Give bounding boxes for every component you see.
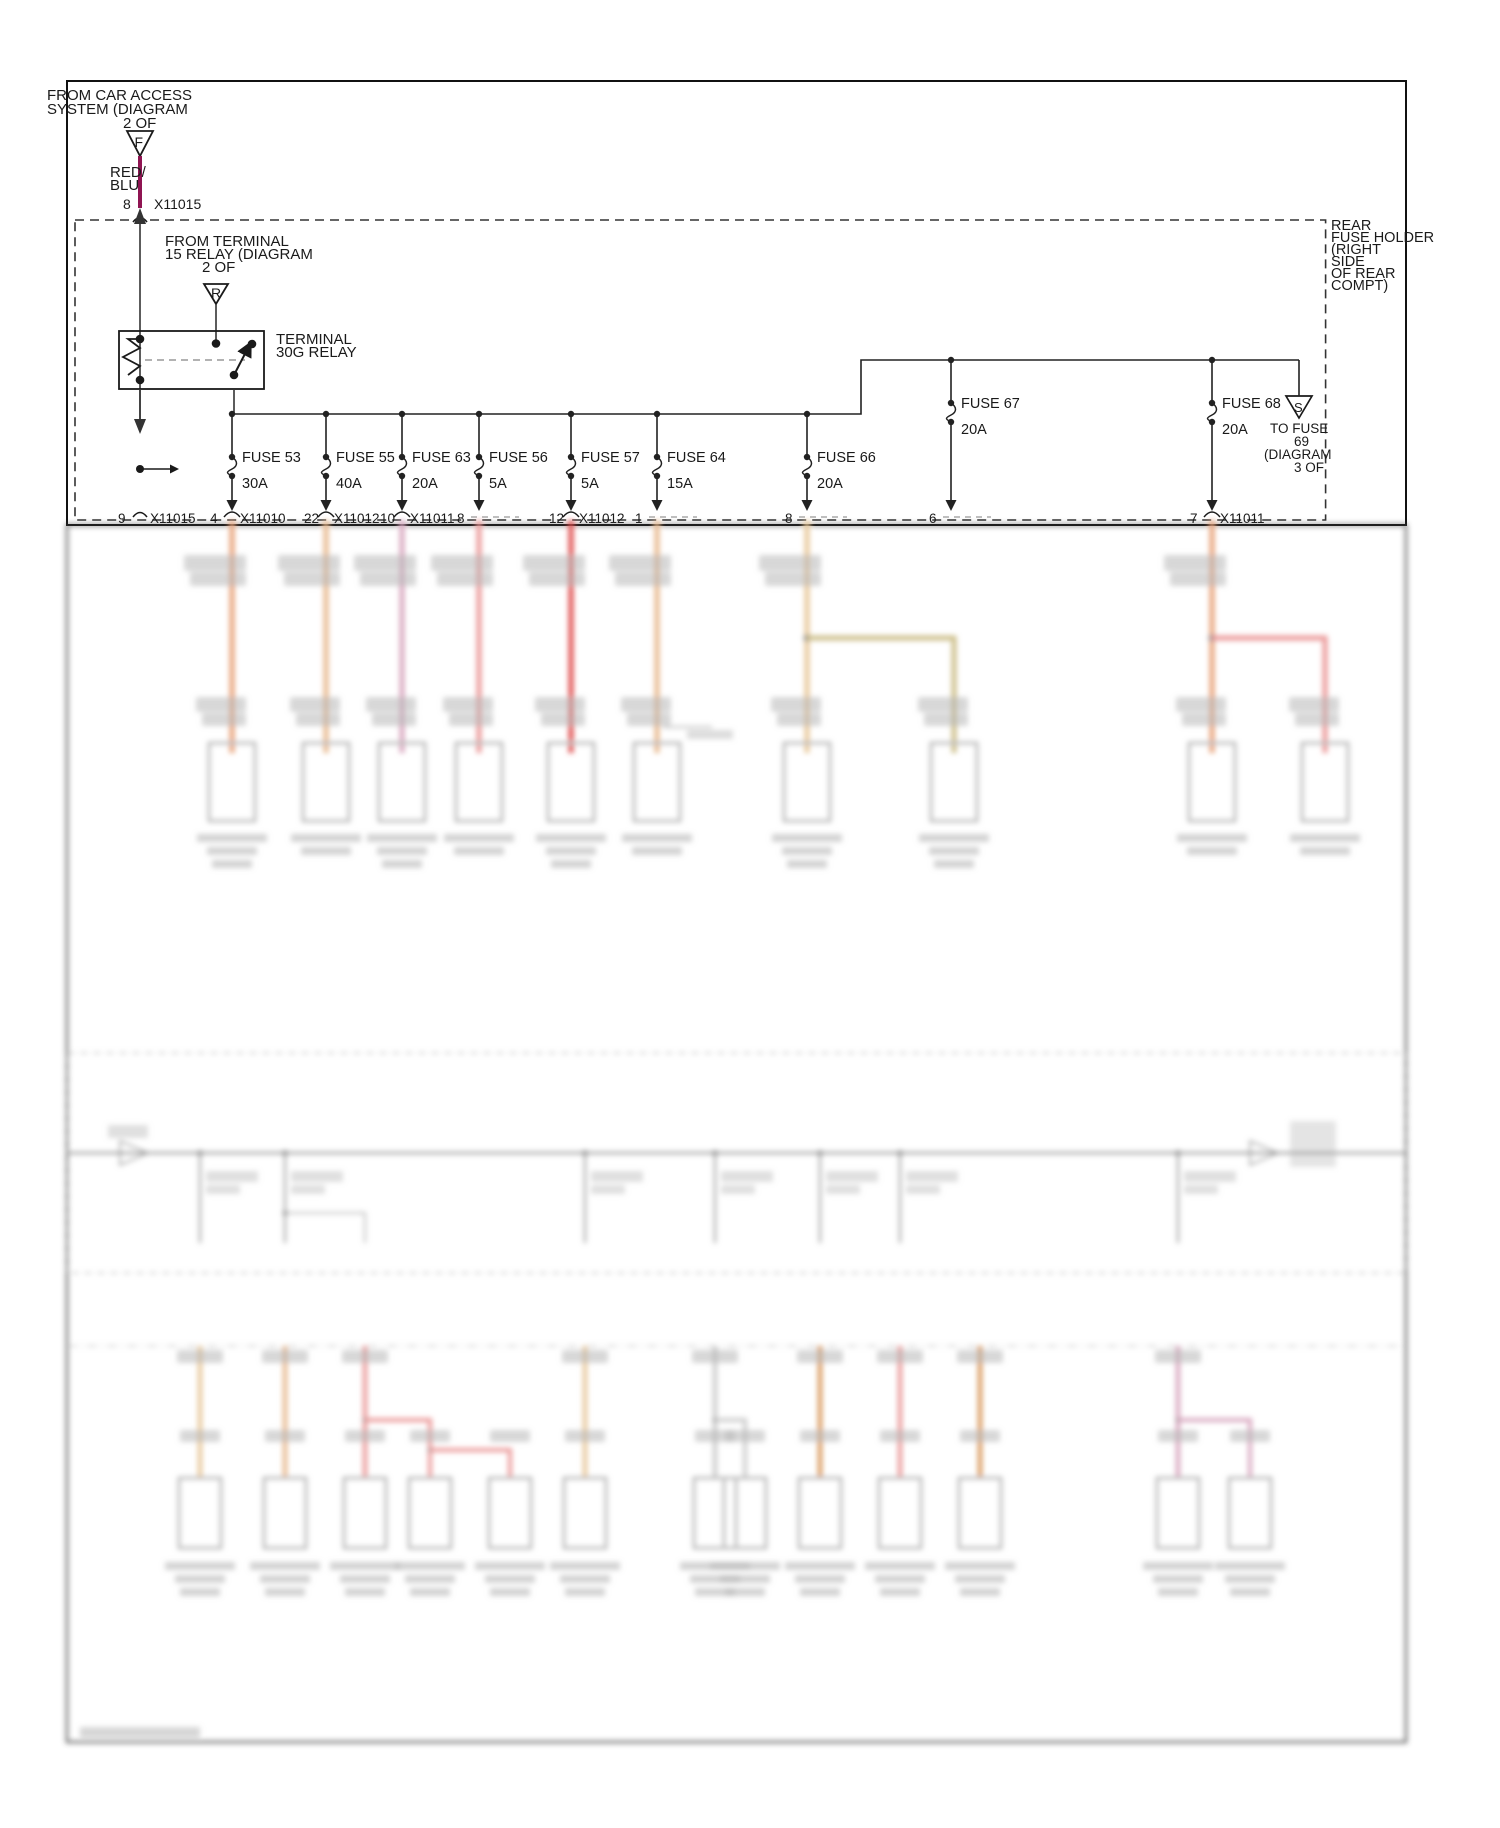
svg-text:R: R — [211, 285, 221, 301]
svg-text:X11012: X11012 — [334, 511, 380, 526]
svg-text:X11015: X11015 — [150, 511, 196, 526]
svg-text:5A: 5A — [581, 476, 599, 492]
svg-text:20A: 20A — [817, 476, 843, 492]
svg-text:30G RELAY: 30G RELAY — [276, 344, 357, 361]
svg-text:FUSE 53: FUSE 53 — [242, 450, 301, 466]
svg-text:F: F — [135, 134, 144, 150]
svg-text:8: 8 — [785, 511, 793, 526]
svg-text:FUSE 67: FUSE 67 — [961, 396, 1020, 412]
svg-text:FUSE 68: FUSE 68 — [1222, 396, 1281, 412]
svg-text:FUSE 57: FUSE 57 — [581, 450, 640, 466]
svg-text:FUSE 63: FUSE 63 — [412, 450, 471, 466]
svg-text:FUSE 64: FUSE 64 — [667, 450, 726, 466]
svg-text:X11012: X11012 — [579, 511, 625, 526]
svg-text:30A: 30A — [242, 476, 268, 492]
svg-text:8: 8 — [457, 511, 465, 526]
svg-text:FUSE 55: FUSE 55 — [336, 450, 395, 466]
svg-text:3 OF: 3 OF — [1294, 460, 1324, 475]
svg-text:8: 8 — [123, 196, 131, 212]
svg-text:15A: 15A — [667, 476, 693, 492]
svg-text:FUSE 56: FUSE 56 — [489, 450, 548, 466]
svg-text:7: 7 — [1190, 511, 1198, 526]
svg-text:BLU: BLU — [110, 177, 139, 194]
svg-text:2 OF: 2 OF — [202, 259, 235, 276]
svg-text:X11011: X11011 — [410, 511, 455, 526]
svg-text:X11011: X11011 — [1220, 511, 1265, 526]
svg-text:22: 22 — [304, 511, 319, 526]
svg-text:4: 4 — [210, 511, 218, 526]
svg-text:5A: 5A — [489, 476, 507, 492]
svg-text:40A: 40A — [336, 476, 362, 492]
svg-text:6: 6 — [929, 511, 937, 526]
svg-text:2 OF: 2 OF — [123, 115, 156, 132]
svg-text:COMPT): COMPT) — [1331, 278, 1388, 294]
svg-text:9: 9 — [118, 511, 126, 526]
svg-text:1: 1 — [635, 511, 643, 526]
svg-text:10: 10 — [380, 511, 395, 526]
svg-text:20A: 20A — [412, 476, 438, 492]
svg-text:15 RELAY (DIAGRAM: 15 RELAY (DIAGRAM — [165, 246, 313, 263]
svg-text:20A: 20A — [961, 422, 987, 438]
svg-text:FUSE 66: FUSE 66 — [817, 450, 876, 466]
svg-text:X11015: X11015 — [154, 196, 201, 212]
svg-text:20A: 20A — [1222, 422, 1248, 438]
svg-text:S: S — [1294, 400, 1303, 415]
svg-text:X11010: X11010 — [240, 511, 286, 526]
svg-text:SYSTEM (DIAGRAM: SYSTEM (DIAGRAM — [47, 101, 188, 118]
svg-text:12: 12 — [549, 511, 564, 526]
